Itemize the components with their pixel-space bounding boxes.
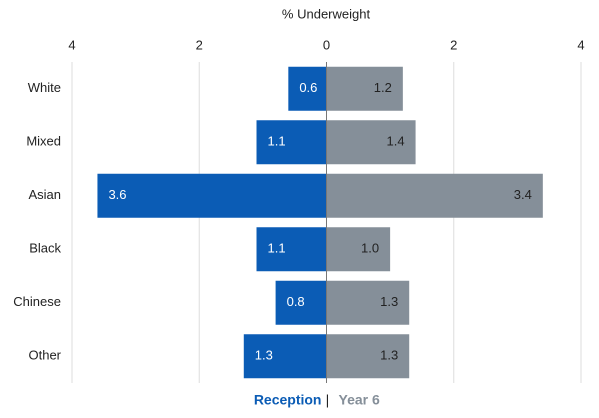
- data-label: 3.6: [108, 187, 126, 202]
- data-label: 1.1: [268, 241, 286, 256]
- bar: [275, 280, 327, 325]
- y-tick-label: White: [28, 80, 61, 95]
- bar: [326, 66, 403, 111]
- bar: [326, 227, 391, 272]
- y-tick-label: Asian: [28, 187, 61, 202]
- data-label: 1.1: [268, 134, 286, 149]
- y-tick-label: Chinese: [13, 294, 61, 309]
- x-tick-label: 4: [577, 37, 584, 52]
- data-label: 1.3: [255, 348, 273, 363]
- data-label: 1.0: [361, 241, 379, 256]
- y-tick-label: Black: [29, 241, 61, 256]
- x-tick-label: 0: [323, 37, 330, 52]
- bar: [256, 227, 327, 272]
- legend-separator: |: [326, 392, 330, 408]
- x-tick-label: 2: [196, 37, 203, 52]
- x-tick-label: 2: [450, 37, 457, 52]
- data-label: 0.6: [299, 80, 317, 95]
- data-label: 1.2: [374, 80, 392, 95]
- y-tick-label: Mixed: [26, 134, 61, 149]
- data-label: 1.4: [386, 134, 404, 149]
- x-tick-label: 4: [68, 37, 75, 52]
- bar: [288, 66, 327, 111]
- data-label: 3.4: [514, 187, 532, 202]
- legend-entry: Reception: [254, 392, 322, 408]
- bar: [326, 280, 410, 325]
- chart-title: % Underweight: [282, 6, 371, 21]
- legend-entry: Year 6: [339, 392, 380, 408]
- bar: [243, 334, 327, 379]
- data-label: 1.3: [380, 348, 398, 363]
- bar: [326, 334, 410, 379]
- data-label: 0.8: [287, 294, 305, 309]
- data-label: 1.3: [380, 294, 398, 309]
- bar: [97, 173, 327, 218]
- bar: [256, 120, 327, 165]
- bar: [326, 120, 416, 165]
- y-tick-label: Other: [28, 348, 61, 363]
- bar: [326, 173, 543, 218]
